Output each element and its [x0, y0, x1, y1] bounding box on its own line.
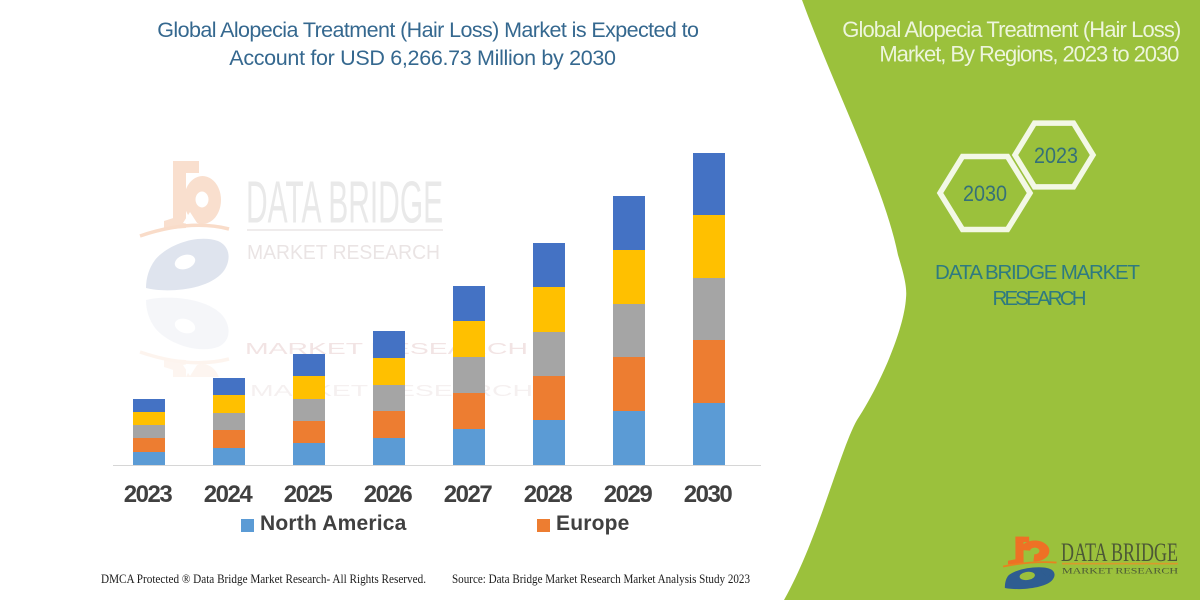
svg-text:Global Alopecia Treatment (Hai: Global Alopecia Treatment (Hair Loss) Ma… — [157, 18, 699, 42]
svg-text:MARKET RESEARCH: MARKET RESEARCH — [247, 242, 440, 264]
svg-text:DATA BRIDGE: DATA BRIDGE — [246, 171, 443, 236]
svg-text:DATA BRIDGE: DATA BRIDGE — [1061, 538, 1178, 567]
svg-text:MARKET RESEARCH: MARKET RESEARCH — [1062, 566, 1179, 576]
svg-text:DATA BRIDGE MARKET: DATA BRIDGE MARKET — [935, 261, 1140, 284]
svg-text:RESEARCH: RESEARCH — [993, 287, 1087, 310]
svg-text:2030: 2030 — [963, 181, 1007, 206]
svg-text:2023: 2023 — [1034, 143, 1078, 168]
svg-text:DMCA Protected ® Data Bridge M: DMCA Protected ® Data Bridge Market Rese… — [101, 572, 426, 586]
svg-text:Account for USD 6,266.73 Milli: Account for USD 6,266.73 Million by 2030 — [229, 46, 616, 70]
svg-text:Global Alopecia Treatment (Hai: Global Alopecia Treatment (Hair Loss) — [842, 17, 1181, 42]
svg-text:Market, By Regions, 2023 to 20: Market, By Regions, 2023 to 2030 — [879, 42, 1179, 67]
svg-text:Source: Data Bridge Market Res: Source: Data Bridge Market Research Mark… — [452, 572, 750, 586]
